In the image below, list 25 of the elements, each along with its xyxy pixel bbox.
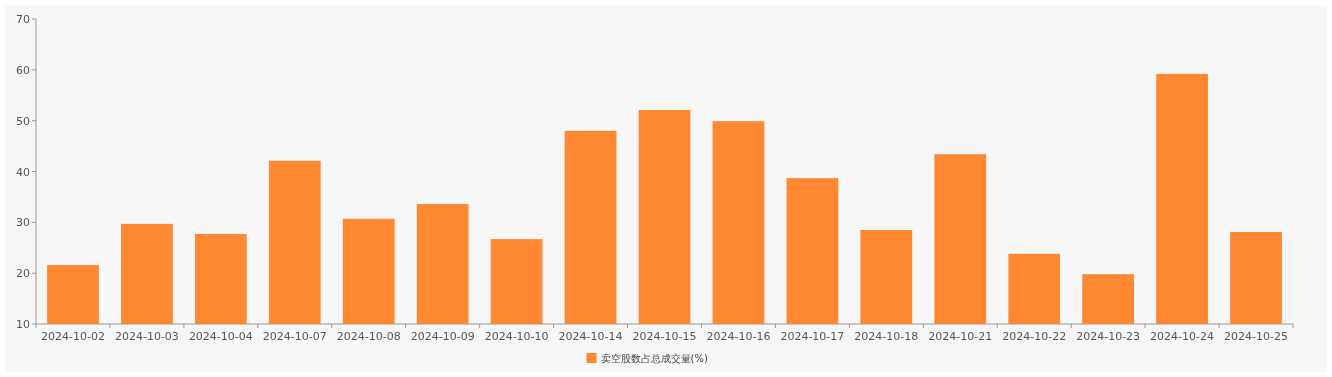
x-tick-label: 2024-10-22: [1002, 330, 1067, 343]
x-tick-label: 2024-10-09: [410, 330, 475, 343]
x-tick-label: 2024-10-07: [262, 330, 327, 343]
x-tick-label: 2024-10-23: [1076, 330, 1141, 343]
y-tick-label: 20: [16, 267, 30, 281]
x-tick-label: 2024-10-08: [336, 330, 401, 343]
x-tick-label: 2024-10-18: [854, 330, 919, 343]
y-tick-label: 50: [16, 114, 30, 128]
y-tick-label: 70: [16, 13, 30, 26]
y-tick-label: 10: [16, 318, 30, 331]
x-tick-label: 2024-10-21: [928, 330, 993, 343]
x-tick-label: 2024-10-15: [632, 330, 697, 343]
legend-label: 卖空股数占总成交量(%): [600, 353, 708, 364]
y-tick-label: 60: [16, 63, 30, 77]
x-tick-label: 2024-10-04: [188, 330, 253, 343]
x-tick-label: 2024-10-25: [1224, 330, 1288, 343]
x-tick-label: 2024-10-10: [484, 330, 549, 343]
x-tick-label: 2024-10-16: [706, 330, 771, 343]
x-tick-label: 2024-10-24: [1150, 330, 1215, 343]
x-tick-label: 2024-10-03: [114, 330, 179, 343]
y-tick-label: 30: [16, 216, 30, 230]
y-tick-label: 40: [16, 165, 30, 179]
x-tick-label: 2024-10-17: [780, 330, 845, 343]
x-tick-label: 2024-10-14: [558, 330, 623, 343]
x-tick-label: 2024-10-02: [41, 330, 105, 343]
